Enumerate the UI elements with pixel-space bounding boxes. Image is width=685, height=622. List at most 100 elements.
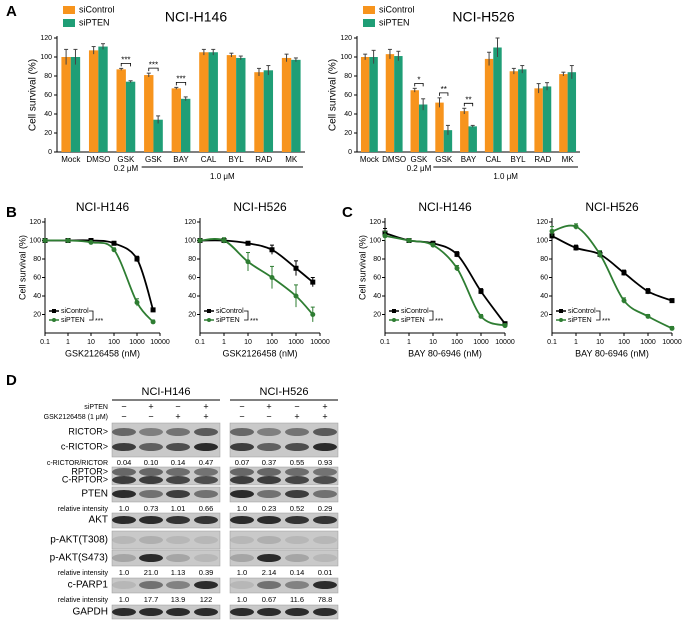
quant-value: 1.13 — [171, 568, 186, 577]
cell-line-header: NCI-H146 — [142, 386, 191, 398]
x-axis-label: BAY 80-6946 (nM) — [408, 348, 482, 358]
legend-label: siControl — [79, 4, 115, 14]
blot-band — [230, 608, 254, 616]
marker — [111, 240, 117, 246]
significance-bracket — [175, 82, 187, 86]
y-tick-label: 40 — [540, 293, 548, 300]
legend-label: siPTEN — [216, 317, 240, 324]
legend-swatch — [63, 6, 75, 14]
blot-strip — [111, 549, 221, 567]
blot-band — [313, 443, 337, 451]
marker — [88, 239, 94, 245]
x-tick-label: 10000 — [495, 339, 515, 346]
marker — [454, 265, 460, 271]
x-tick-label: 1 — [574, 339, 578, 346]
bar — [208, 52, 218, 152]
blot-band — [166, 536, 190, 544]
fit-curve — [551, 235, 673, 302]
chart-title: NCI-H146 — [76, 200, 130, 214]
y-tick-label: 100 — [184, 237, 196, 244]
quant-value: 78.8 — [318, 595, 333, 604]
bar — [559, 74, 568, 152]
marker — [221, 238, 227, 243]
bar — [493, 47, 502, 152]
legend-label: siPTEN — [401, 317, 425, 324]
x-tick-label: 0.1 — [195, 339, 205, 346]
blot-strip — [229, 530, 339, 550]
blot-band — [139, 490, 163, 498]
y-axis-label: Cell survival (%) — [17, 235, 27, 300]
marker — [669, 325, 675, 331]
y-tick-label: 20 — [188, 311, 196, 318]
significance-bracket — [596, 310, 601, 321]
x-tick-label: RAD — [534, 155, 551, 164]
legend-marker — [52, 318, 56, 322]
blot-band — [194, 468, 218, 476]
blot-strip — [229, 466, 339, 486]
x-tick-label: MK — [285, 155, 298, 164]
bar — [460, 111, 469, 152]
quant-value: 17.7 — [144, 595, 159, 604]
bar — [281, 57, 292, 153]
blot-label: c-PARP1 — [68, 580, 109, 591]
marker — [502, 323, 508, 329]
significance-label: * — [417, 75, 420, 84]
condition-sign: + — [175, 411, 180, 421]
blot-band — [257, 608, 281, 616]
blot-band — [194, 490, 218, 498]
x-tick-label: MK — [562, 155, 575, 164]
marker — [310, 312, 316, 317]
blot-band — [112, 608, 136, 616]
bar — [369, 57, 378, 152]
y-tick-label: 120 — [29, 219, 41, 226]
blot-band — [285, 476, 309, 484]
group-label: 0.2 μM — [114, 164, 139, 173]
significance-bracket — [463, 102, 474, 107]
marker — [573, 245, 579, 251]
blot-band — [166, 476, 190, 484]
blot-band — [313, 536, 337, 544]
blot-label: p-AKT(T308) — [50, 535, 108, 546]
quant-value: 0.14 — [290, 568, 305, 577]
blot-band — [112, 468, 136, 476]
quant-value: 0.37 — [262, 458, 277, 467]
blot-strip — [111, 466, 221, 486]
x-tick-label: 1 — [407, 339, 411, 346]
blot-strip — [229, 549, 339, 567]
blot-band — [257, 476, 281, 484]
blot-band — [112, 516, 136, 524]
quant-label: relative intensity — [58, 506, 109, 513]
y-tick-label: 60 — [33, 274, 41, 281]
y-tick-label: 0 — [48, 149, 52, 156]
significance-label: *** — [435, 318, 443, 325]
x-tick-label: GSK — [145, 155, 163, 164]
blot-label: RICTOR> — [68, 426, 108, 436]
bar — [468, 126, 477, 152]
quant-value: 0.04 — [117, 458, 132, 467]
blot-band — [166, 468, 190, 476]
bar — [567, 72, 577, 152]
blot-band — [313, 468, 337, 476]
x-tick-label: 10000 — [662, 339, 682, 346]
quant-value: 0.14 — [171, 458, 186, 467]
x-tick-label: 10000 — [150, 339, 170, 346]
condition-sign: + — [322, 401, 327, 411]
panel-label: C — [342, 204, 353, 221]
x-tick-label: 1000 — [288, 339, 304, 346]
bar — [435, 102, 444, 152]
blot-band — [285, 468, 309, 476]
y-tick-label: 0 — [348, 149, 352, 156]
blot-band — [112, 554, 136, 562]
blot-strip — [229, 577, 339, 594]
legend-label: siControl — [379, 4, 415, 14]
marker — [645, 288, 651, 294]
blot-band — [230, 468, 254, 476]
y-tick-label: 80 — [540, 256, 548, 263]
blot-band — [166, 490, 190, 498]
group-label: 1.0 μM — [493, 172, 518, 181]
legend-label: siControl — [401, 308, 429, 315]
legend-label: siPTEN — [61, 317, 85, 324]
quant-value: 0.01 — [318, 568, 333, 577]
blot-band — [230, 428, 254, 436]
x-tick-label: RAD — [255, 155, 272, 164]
